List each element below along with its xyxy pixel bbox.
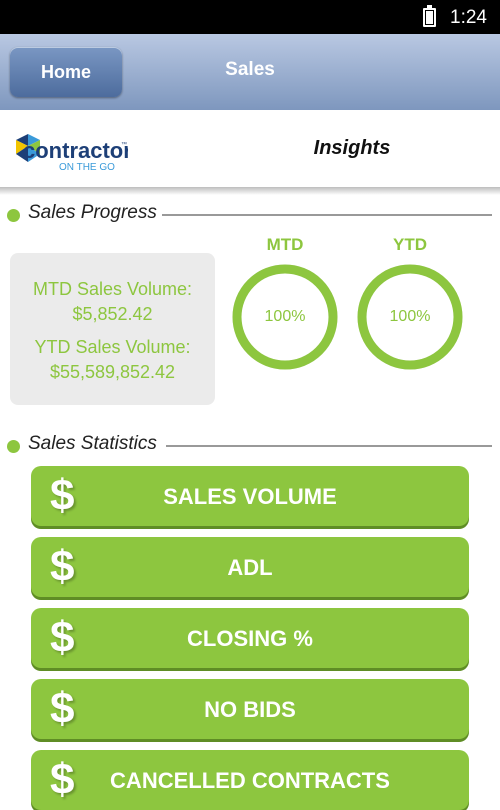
mtd-volume-value: $5,852.42 bbox=[72, 304, 153, 324]
battery-icon bbox=[423, 5, 436, 27]
cancelled-contracts-button[interactable]: $ CANCELLED CONTRACTS bbox=[31, 750, 469, 810]
page-title: Sales bbox=[225, 59, 275, 80]
bullet-dot-icon bbox=[7, 440, 20, 453]
mtd-progress-ring bbox=[232, 264, 338, 370]
button-label: SALES VOLUME bbox=[163, 484, 337, 509]
dollar-icon: $ bbox=[50, 613, 75, 662]
ytd-volume-label: YTD Sales Volume: bbox=[34, 337, 191, 357]
no-bids-button[interactable]: $ NO BIDS bbox=[31, 679, 469, 739]
ytd-progress-ring bbox=[357, 264, 463, 370]
home-button[interactable]: Home bbox=[10, 47, 122, 97]
brand-header: contractor ™ ON THE GO Insights bbox=[0, 110, 500, 190]
adl-button[interactable]: $ ADL bbox=[31, 537, 469, 597]
volume-card: MTD Sales Volume: $5,852.42 YTD Sales Vo… bbox=[10, 253, 215, 405]
logo-tm: ™ bbox=[121, 141, 127, 148]
section-title: Sales Progress bbox=[28, 202, 157, 223]
header-divider bbox=[0, 187, 500, 195]
mtd-volume-label: MTD Sales Volume: bbox=[32, 279, 193, 299]
dollar-icon: $ bbox=[50, 755, 75, 804]
button-label: ADL bbox=[227, 555, 273, 580]
logo-tagline: ON THE GO bbox=[59, 162, 115, 173]
status-bar: 1:24 bbox=[0, 0, 500, 34]
button-label: CANCELLED CONTRACTS bbox=[110, 768, 390, 793]
logo-wordmark: contractor bbox=[23, 138, 128, 163]
dollar-icon: $ bbox=[50, 684, 75, 733]
sales-progress-header: Sales Progress bbox=[0, 201, 500, 227]
contractor-logo: contractor ™ ON THE GO bbox=[16, 134, 128, 173]
closing-percent-button[interactable]: $ CLOSING % bbox=[31, 608, 469, 668]
section-rule bbox=[162, 214, 492, 216]
button-label: CLOSING % bbox=[187, 626, 313, 651]
nav-bar: Home Sales bbox=[0, 34, 500, 110]
mtd-gauge-label: MTD bbox=[266, 235, 304, 254]
clock: 1:24 bbox=[450, 7, 487, 28]
dollar-icon: $ bbox=[50, 542, 75, 591]
bullet-dot-icon bbox=[7, 209, 20, 222]
section-rule bbox=[166, 445, 492, 447]
ytd-volume-value: $55,589,852.42 bbox=[49, 362, 176, 382]
ytd-gauge-label: YTD bbox=[393, 235, 427, 254]
section-title: Sales Statistics bbox=[28, 433, 157, 454]
sales-volume-button[interactable]: $ SALES VOLUME bbox=[31, 466, 469, 526]
dollar-icon: $ bbox=[50, 471, 75, 520]
ytd-gauge-value: 100% bbox=[389, 308, 431, 325]
sales-statistics-header: Sales Statistics bbox=[0, 432, 500, 458]
insights-title: Insights bbox=[313, 137, 391, 159]
button-label: NO BIDS bbox=[204, 697, 296, 722]
mtd-gauge-value: 100% bbox=[264, 308, 306, 325]
